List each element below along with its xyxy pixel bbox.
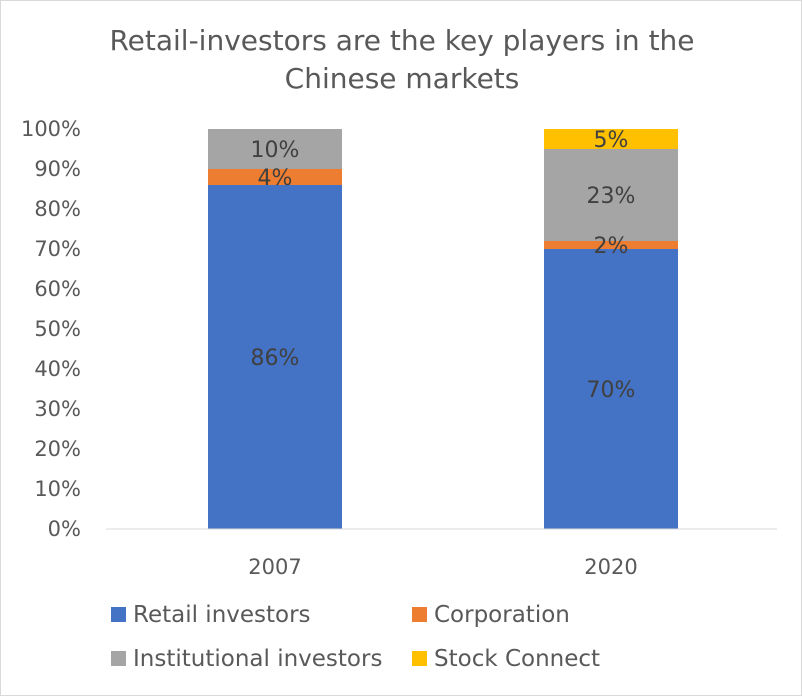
legend-swatch bbox=[111, 651, 126, 666]
legend-label: Retail investors bbox=[133, 602, 311, 628]
data-labels: 86% 4% 10% 70% 2% 23% 5% bbox=[251, 128, 636, 403]
data-label: 70% bbox=[587, 378, 636, 403]
x-tick-label: 2020 bbox=[584, 555, 637, 579]
chart-title: Retail-investors are the key players in … bbox=[109, 24, 694, 95]
y-tick-label: 60% bbox=[34, 277, 81, 301]
y-tick-label: 20% bbox=[34, 437, 81, 461]
legend-label: Corporation bbox=[434, 602, 570, 628]
data-label: 10% bbox=[251, 138, 300, 163]
bar-segment bbox=[544, 129, 678, 149]
bar-segment bbox=[544, 241, 678, 249]
legend-item: Stock Connect bbox=[412, 646, 600, 672]
legend: Retail investors Corporation Institutional… bbox=[111, 602, 600, 672]
data-label: 5% bbox=[594, 128, 629, 153]
y-tick-label: 40% bbox=[34, 357, 81, 381]
data-label: 4% bbox=[258, 166, 293, 191]
legend-swatch bbox=[412, 607, 427, 622]
bar-segment bbox=[208, 129, 342, 169]
x-tick-label: 2007 bbox=[248, 555, 301, 579]
legend-item: Corporation bbox=[412, 602, 570, 628]
bar-segment bbox=[208, 169, 342, 185]
legend-label: Institutional investors bbox=[133, 646, 382, 672]
chart-title-line-2: Chinese markets bbox=[285, 62, 520, 95]
y-tick-label: 80% bbox=[34, 197, 81, 221]
legend-item: Institutional investors bbox=[111, 646, 382, 672]
legend-swatch bbox=[412, 651, 427, 666]
y-tick-label: 50% bbox=[34, 317, 81, 341]
legend-label: Stock Connect bbox=[434, 646, 600, 672]
y-tick-label: 10% bbox=[34, 477, 81, 501]
y-axis: 0% 10% 20% 30% 40% 50% 60% 70% 80% 90% 100% bbox=[21, 117, 81, 541]
y-tick-label: 100% bbox=[21, 117, 81, 141]
legend-swatch bbox=[111, 607, 126, 622]
bars bbox=[208, 129, 678, 529]
chart-title-line-1: Retail-investors are the key players in … bbox=[109, 24, 694, 57]
data-label: 2% bbox=[594, 234, 629, 259]
bar-segment bbox=[208, 185, 342, 529]
y-tick-label: 0% bbox=[48, 517, 81, 541]
data-label: 23% bbox=[587, 184, 636, 209]
data-label: 86% bbox=[251, 346, 300, 371]
legend-item: Retail investors bbox=[111, 602, 311, 628]
bar-segment bbox=[544, 149, 678, 241]
x-axis: 2007 2020 bbox=[248, 555, 637, 579]
y-tick-label: 70% bbox=[34, 237, 81, 261]
bar-segment bbox=[544, 249, 678, 529]
y-tick-label: 90% bbox=[34, 157, 81, 181]
y-tick-label: 30% bbox=[34, 397, 81, 421]
